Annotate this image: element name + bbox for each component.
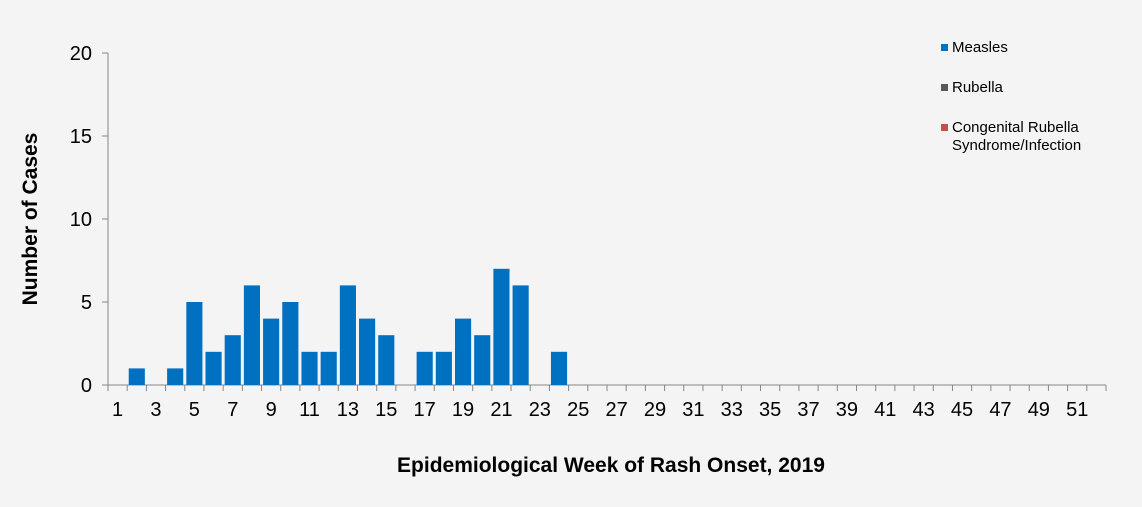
x-tick-label: 45 <box>951 399 973 421</box>
legend-label: Rubella <box>952 79 1004 96</box>
bar-measles <box>512 285 529 385</box>
bar-measles <box>243 285 261 385</box>
bar-measles <box>167 368 184 385</box>
y-axis-title: Number of Cases <box>19 133 42 306</box>
y-tick-label: 20 <box>70 43 92 65</box>
x-axis-title: Epidemiological Week of Rash Onset, 2019 <box>397 454 825 477</box>
x-tick-label: 39 <box>836 399 858 421</box>
x-tick-label: 21 <box>490 399 512 421</box>
bar-measles <box>359 318 376 385</box>
bar-measles <box>282 302 299 385</box>
x-tick-label: 33 <box>721 399 743 421</box>
bar-measles <box>416 351 433 385</box>
legend-swatch <box>941 44 948 51</box>
x-tick-label: 49 <box>1028 399 1050 421</box>
bar-measles <box>474 335 491 385</box>
bar-measles <box>128 368 145 385</box>
x-tick-label: 11 <box>299 399 320 421</box>
x-tick-label: 43 <box>913 399 935 421</box>
x-tick-label: 31 <box>682 399 704 421</box>
x-tick-label: 47 <box>989 399 1011 421</box>
y-tick-label: 10 <box>70 209 92 231</box>
x-tick-label: 5 <box>189 399 200 421</box>
bar-measles <box>301 351 318 385</box>
y-tick-label: 5 <box>81 292 92 314</box>
legend-label: Congenital Rubella <box>952 119 1079 136</box>
bar-measles <box>454 318 472 385</box>
x-tick-label: 27 <box>605 399 627 421</box>
bar-measles <box>263 318 280 385</box>
x-tick-label: 7 <box>227 399 238 421</box>
x-tick-label: 35 <box>759 399 781 421</box>
y-tick-label: 15 <box>70 126 92 148</box>
y-tick-label: 0 <box>81 375 92 397</box>
bar-measles <box>493 268 510 385</box>
bar-measles <box>186 302 203 385</box>
bar-measles <box>224 335 241 385</box>
x-tick-label: 3 <box>150 399 161 421</box>
bar-measles <box>550 351 568 385</box>
legend-swatch <box>941 124 948 131</box>
legend-swatch <box>941 84 948 91</box>
bar-measles <box>435 351 452 385</box>
x-tick-label: 19 <box>452 399 474 421</box>
x-tick-label: 17 <box>414 399 436 421</box>
bar-measles <box>205 351 222 385</box>
x-tick-label: 1 <box>112 399 123 421</box>
x-tick-label: 13 <box>337 399 359 421</box>
bar-measles <box>378 335 395 385</box>
x-tick-label: 37 <box>797 399 819 421</box>
legend-label: Syndrome/Infection <box>952 137 1081 154</box>
bar-measles <box>320 351 337 385</box>
x-tick-label: 51 <box>1066 399 1088 421</box>
x-tick-label: 29 <box>644 399 666 421</box>
x-tick-label: 9 <box>266 399 277 421</box>
x-tick-label: 41 <box>874 399 896 421</box>
x-tick-label: 25 <box>567 399 589 421</box>
x-tick-label: 15 <box>375 399 397 421</box>
legend-label: Measles <box>952 39 1008 56</box>
bar-measles <box>339 285 356 385</box>
x-tick-label: 23 <box>529 399 551 421</box>
